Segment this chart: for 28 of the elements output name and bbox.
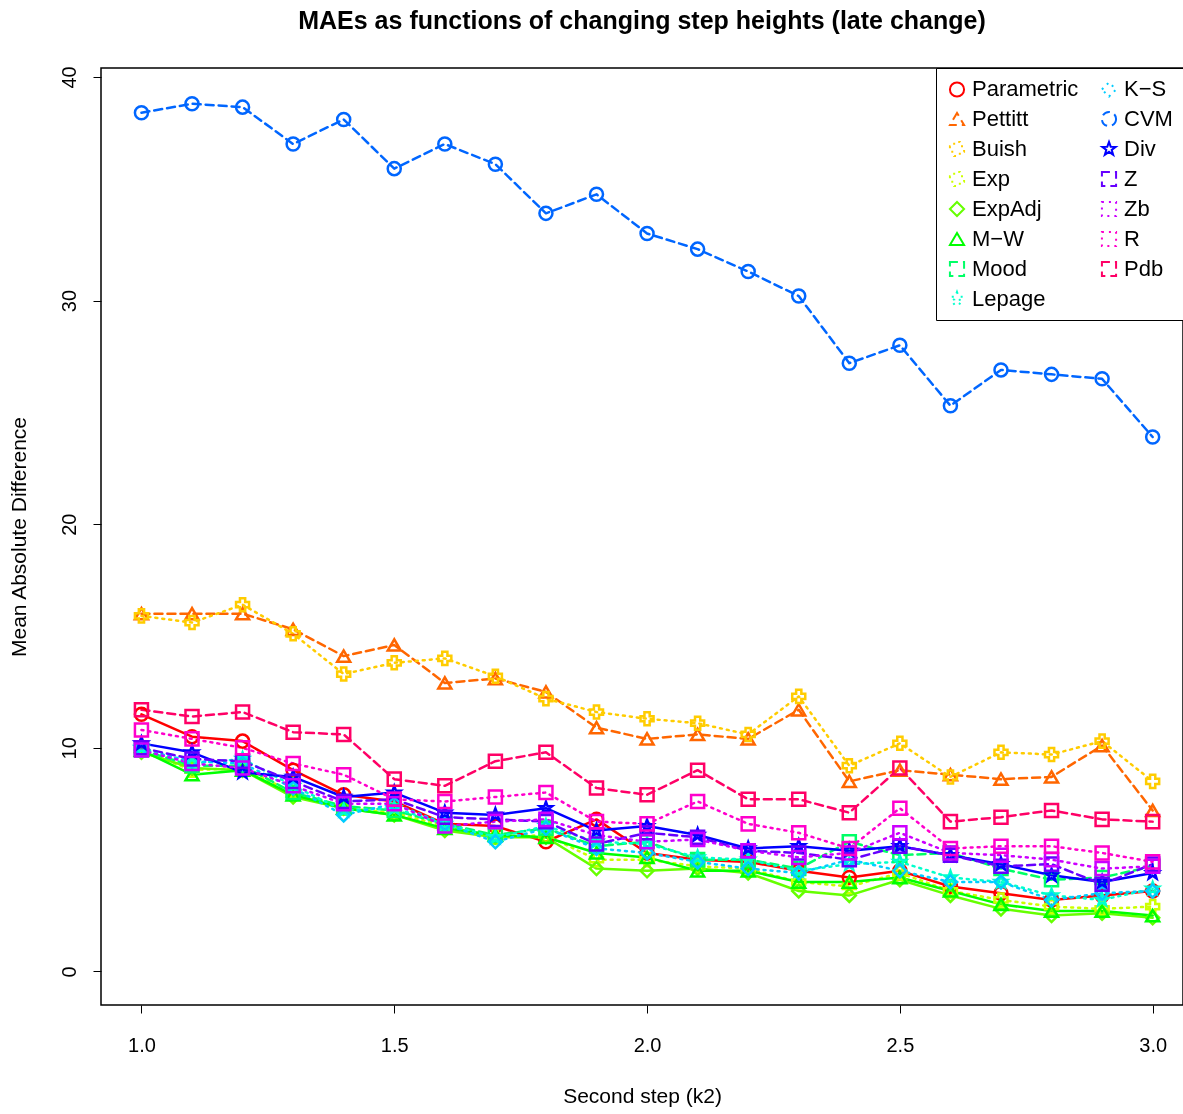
- legend-label: Mood: [972, 256, 1028, 281]
- legend-label: Pettitt: [972, 106, 1029, 131]
- legend-label: M−W: [972, 226, 1025, 251]
- y-tick-label: 40: [57, 66, 80, 89]
- legend-label: Zb: [1124, 196, 1150, 221]
- x-tick-label: 2.0: [633, 1033, 662, 1056]
- y-tick-label: 0: [57, 966, 80, 978]
- legend-label: Div: [1124, 136, 1156, 161]
- y-axis-title: Mean Absolute Difference: [6, 416, 30, 658]
- legend-label: ExpAdj: [972, 196, 1042, 221]
- legend-label: Buish: [972, 136, 1028, 161]
- x-tick-label: 2.5: [886, 1033, 915, 1056]
- chart-title: MAEs as functions of changing step heights (late change): [298, 5, 986, 34]
- x-axis-title: Second step (k2): [563, 1083, 722, 1107]
- legend-label: Z: [1124, 166, 1138, 191]
- legend-label: Pdb: [1124, 256, 1164, 281]
- y-tick-label: 10: [57, 737, 80, 760]
- x-tick-label: 1.5: [380, 1033, 409, 1056]
- legend-label: Exp: [972, 166, 1010, 191]
- y-tick-label: 20: [57, 513, 80, 536]
- y-tick-label: 30: [57, 289, 80, 313]
- legend-label: Parametric: [972, 76, 1079, 102]
- legend-label: CVM: [1124, 106, 1173, 131]
- x-tick-label: 3.0: [1139, 1033, 1168, 1056]
- x-tick-label: 1.0: [128, 1033, 156, 1056]
- legend-label: Lepage: [972, 286, 1046, 311]
- legend-label: R: [1124, 226, 1140, 251]
- legend-label: K−S: [1124, 76, 1167, 102]
